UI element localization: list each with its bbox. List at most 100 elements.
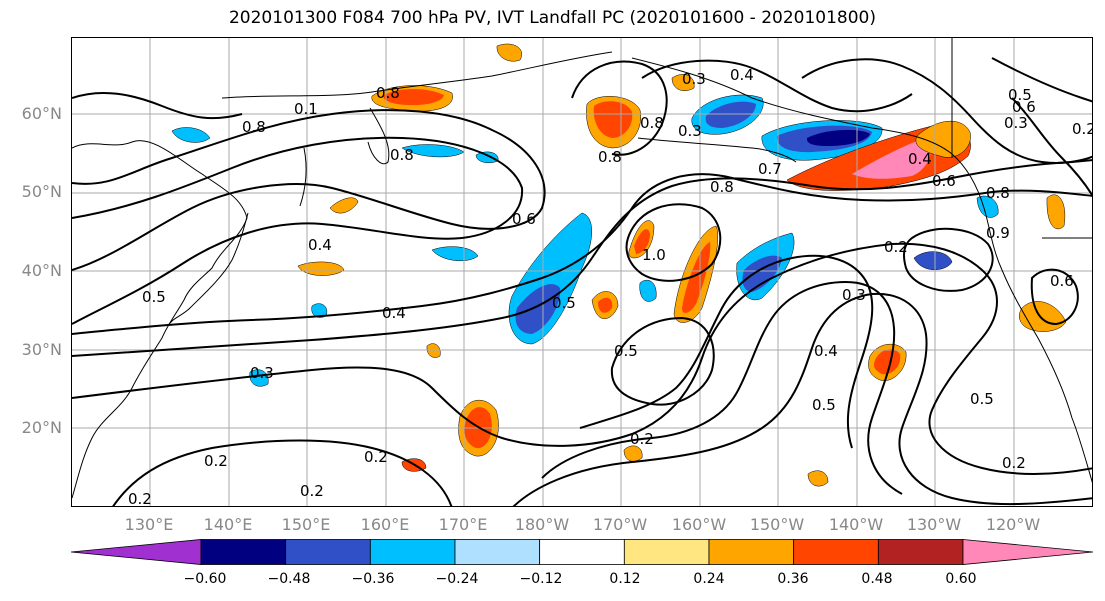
warm-core-kamchatka (383, 88, 444, 106)
warm-blob-w1 (297, 261, 345, 276)
cold-blob-kuril1 (171, 127, 211, 143)
lon-label-160e: 160°E (360, 515, 410, 534)
contour-4 (72, 159, 1092, 357)
contour-6 (112, 439, 453, 506)
contour-1 (72, 109, 546, 271)
clabel-9: 0.8 (598, 148, 622, 166)
clabel-15: 0.4 (908, 150, 932, 168)
colorbar-segment (623, 539, 710, 565)
clabel-5: 0.3 (682, 70, 706, 88)
clabel-16: 0.8 (986, 184, 1010, 202)
cb-tick-9: 0.48 (861, 571, 893, 587)
lon-label-130e: 130°E (124, 515, 174, 534)
lat-label-20n: 20°N (21, 418, 62, 437)
clabel-29: 0.2 (630, 430, 654, 448)
clabel-2: 0.1 (294, 100, 318, 118)
map-panel: 0.8 0.1 0.8 0.8 0.3 0.4 0.8 0.3 0.8 0.7 … (71, 37, 1093, 507)
contour-8 (541, 280, 903, 495)
warm-band-max (852, 136, 932, 179)
clabel-31: 0.2 (204, 452, 228, 470)
lon-label-140w: 140°W (828, 515, 884, 534)
lat-label-30n: 30°N (21, 340, 62, 359)
contour-17 (72, 92, 243, 120)
warm-blob-alaska-n (671, 74, 695, 91)
clabel-14: 0.6 (932, 172, 956, 190)
colorbar-segment (708, 539, 795, 565)
cold-blob-kuril3 (475, 151, 499, 163)
warm-blob-sub3 (807, 470, 829, 487)
lat-label-50n: 50°N (21, 182, 62, 201)
cold-core-alaska (705, 101, 756, 128)
clabel-24: 0.3 (842, 286, 866, 304)
warm-core-bering (593, 101, 633, 138)
cb-tick-8: 0.36 (777, 571, 809, 587)
graticule (72, 38, 1092, 506)
warm-blob-north1 (496, 43, 522, 62)
lat-label-60n: 60°N (21, 104, 62, 123)
warm-blob-sub4 (1019, 301, 1067, 332)
cold-blob-w2 (249, 369, 269, 387)
contour-15 (801, 58, 1092, 164)
clabel-11: 0.8 (710, 178, 734, 196)
coast-kamchatka (367, 107, 390, 165)
clabel-3: 0.8 (242, 118, 266, 136)
lon-label-160w: 160°W (671, 515, 727, 534)
clabel-38: 0.5 (1008, 86, 1032, 104)
clabel-7: 0.8 (640, 114, 664, 132)
coast-aleutians (637, 137, 797, 163)
cb-tick-2: −0.48 (267, 571, 311, 587)
colorbar (71, 539, 1093, 565)
contour-14 (571, 60, 668, 156)
cold-blob-east1 (913, 251, 953, 270)
lat-label-40n: 40°N (21, 261, 62, 280)
clabel-6: 0.4 (730, 66, 754, 84)
coast-sakhalin (299, 147, 307, 207)
colorbar-segment (285, 539, 371, 565)
warm-core-hawaii-n (874, 349, 901, 375)
cold-core-central1 (515, 284, 561, 334)
clabel-36: 0.9 (986, 224, 1010, 242)
contour-7 (512, 292, 1092, 506)
contour-9 (579, 254, 874, 449)
lon-label-140e: 140°E (203, 515, 253, 534)
colorbar-segment (877, 539, 964, 565)
clabel-23: 0.2 (884, 238, 908, 256)
contour-18 (1011, 97, 1092, 197)
contour-16 (991, 57, 1092, 103)
contours (72, 57, 1092, 506)
contour-2 (72, 136, 524, 325)
coastlines (72, 38, 1092, 499)
map-canvas: 0.8 0.1 0.8 0.8 0.3 0.4 0.8 0.3 0.8 0.7 … (72, 38, 1093, 506)
contour-3 (72, 173, 1092, 335)
warm-blob-sub5 (1046, 194, 1066, 230)
cold-blob-east2 (639, 279, 657, 302)
contour-labels: 0.8 0.1 0.8 0.8 0.3 0.4 0.8 0.3 0.8 0.7 … (128, 66, 1093, 506)
warm-core-c2 (634, 229, 650, 254)
clabel-28: 0.2 (1002, 454, 1026, 472)
clabel-13: 0.4 (308, 236, 332, 254)
lon-label-120w: 120°W (985, 515, 1041, 534)
map-title: 2020101300 F084 700 hPa PV, IVT Landfall… (228, 8, 876, 28)
cb-tick-10: 0.60 (945, 571, 977, 587)
lon-label-150w: 150°W (749, 515, 805, 534)
clabel-39: 0.2 (1072, 120, 1093, 138)
contour-11 (625, 203, 722, 282)
lon-label-130w: 130°W (906, 515, 962, 534)
clabel-12: 0.6 (512, 210, 536, 228)
warm-blob-coast (915, 120, 971, 158)
cb-tick-5: −0.12 (519, 571, 563, 587)
coast-siberia (221, 51, 613, 99)
cb-tick-4: −0.24 (435, 571, 479, 587)
clabel-19: 0.5 (142, 288, 166, 306)
pv-shading (171, 43, 1067, 487)
lon-label-170w: 170°W (592, 515, 648, 534)
clabel-25: 0.4 (814, 342, 838, 360)
warm-blob-w2 (329, 197, 359, 214)
cb-tick-7: 0.24 (693, 571, 725, 587)
lon-label-150e: 150°E (281, 515, 331, 534)
clabel-33: 0.2 (300, 482, 324, 500)
coast-japan (167, 212, 249, 327)
contour-10 (610, 316, 715, 406)
contour-5 (72, 242, 1092, 476)
cb-tick-3: −0.36 (351, 571, 395, 587)
